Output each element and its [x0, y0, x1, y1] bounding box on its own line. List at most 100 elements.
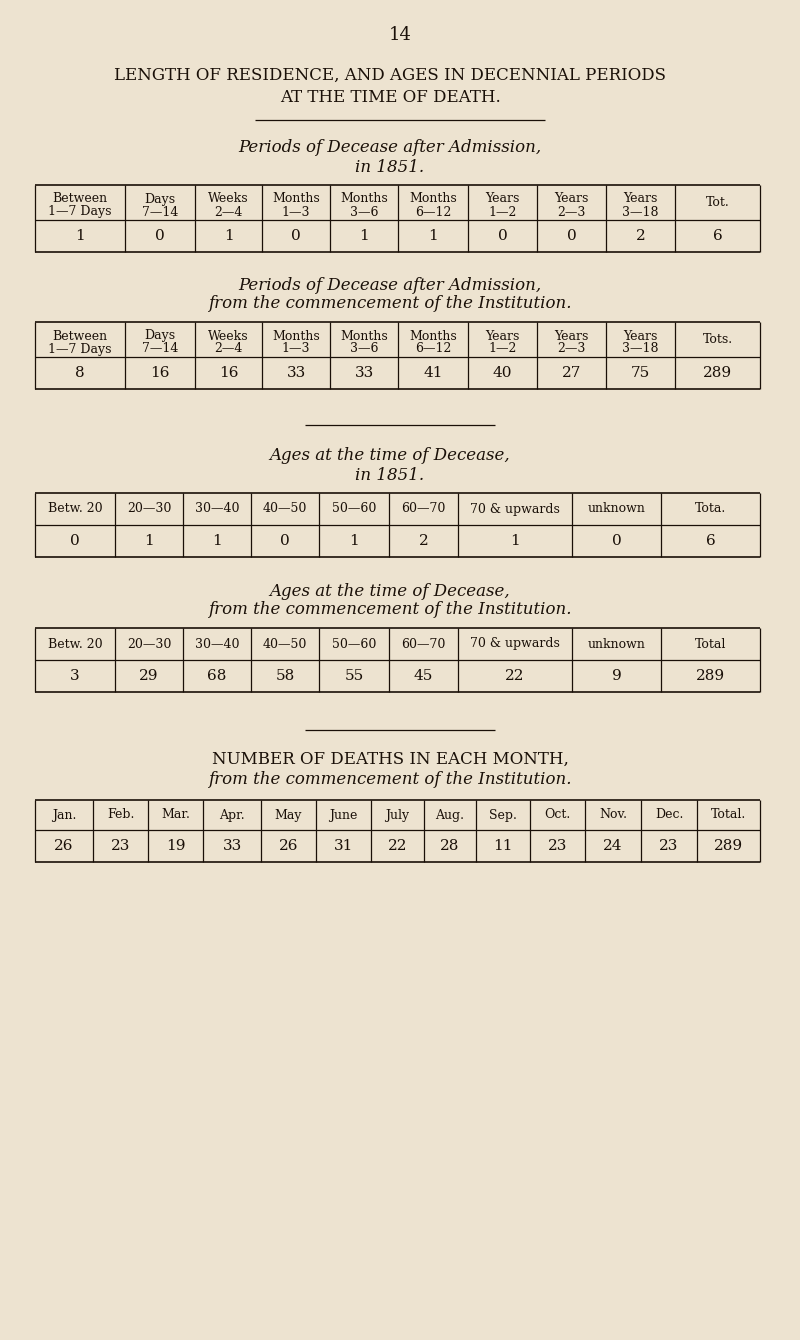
- Text: 60—70: 60—70: [402, 502, 446, 516]
- Text: 8: 8: [75, 366, 85, 381]
- Text: 7—14: 7—14: [142, 205, 178, 218]
- Text: 1: 1: [510, 535, 520, 548]
- Text: 75: 75: [631, 366, 650, 381]
- Text: 60—70: 60—70: [402, 638, 446, 650]
- Text: in 1851.: in 1851.: [355, 158, 425, 176]
- Text: 1—2: 1—2: [488, 205, 517, 218]
- Text: 1: 1: [212, 535, 222, 548]
- Text: May: May: [274, 808, 302, 821]
- Text: 20—30: 20—30: [127, 638, 171, 650]
- Text: Years: Years: [486, 193, 520, 205]
- Text: LENGTH OF RESIDENCE, AND AGES IN DECENNIAL PERIODS: LENGTH OF RESIDENCE, AND AGES IN DECENNI…: [114, 67, 666, 83]
- Text: 6—12: 6—12: [415, 343, 451, 355]
- Text: 289: 289: [703, 366, 732, 381]
- Text: 23: 23: [659, 839, 678, 854]
- Text: Days: Days: [145, 330, 175, 343]
- Text: Periods of Decease after Admission,: Periods of Decease after Admission,: [238, 276, 542, 293]
- Text: AT THE TIME OF DEATH.: AT THE TIME OF DEATH.: [280, 88, 500, 106]
- Text: 1: 1: [428, 229, 438, 243]
- Text: Months: Months: [340, 330, 388, 343]
- Text: 16: 16: [150, 366, 170, 381]
- Text: Tota.: Tota.: [695, 502, 726, 516]
- Text: Years: Years: [623, 193, 658, 205]
- Text: 22: 22: [506, 669, 525, 683]
- Text: Months: Months: [409, 193, 457, 205]
- Text: Aug.: Aug.: [435, 808, 465, 821]
- Text: 6—12: 6—12: [415, 205, 451, 218]
- Text: 7—14: 7—14: [142, 343, 178, 355]
- Text: 41: 41: [423, 366, 442, 381]
- Text: Tot.: Tot.: [706, 196, 730, 209]
- Text: Years: Years: [623, 330, 658, 343]
- Text: 9: 9: [612, 669, 622, 683]
- Text: 6: 6: [706, 535, 715, 548]
- Text: Oct.: Oct.: [544, 808, 570, 821]
- Text: 11: 11: [494, 839, 513, 854]
- Text: 40: 40: [493, 366, 512, 381]
- Text: 0: 0: [612, 535, 622, 548]
- Text: 289: 289: [696, 669, 725, 683]
- Text: Ages at the time of Decease,: Ages at the time of Decease,: [270, 448, 510, 465]
- Text: 58: 58: [275, 669, 294, 683]
- Text: 2—4: 2—4: [214, 343, 242, 355]
- Text: 30—40: 30—40: [194, 638, 239, 650]
- Text: Ages at the time of Decease,: Ages at the time of Decease,: [270, 583, 510, 599]
- Text: Periods of Decease after Admission,: Periods of Decease after Admission,: [238, 139, 542, 157]
- Text: 14: 14: [389, 25, 411, 44]
- Text: Between: Between: [53, 330, 107, 343]
- Text: 28: 28: [440, 839, 460, 854]
- Text: 2—3: 2—3: [558, 343, 586, 355]
- Text: 6: 6: [713, 229, 722, 243]
- Text: 20—30: 20—30: [127, 502, 171, 516]
- Text: from the commencement of the Institution.: from the commencement of the Institution…: [208, 602, 572, 619]
- Text: Sep.: Sep.: [489, 808, 517, 821]
- Text: 33: 33: [286, 366, 306, 381]
- Text: Betw. 20: Betw. 20: [48, 638, 102, 650]
- Text: 289: 289: [714, 839, 743, 854]
- Text: 70 & upwards: 70 & upwards: [470, 502, 560, 516]
- Text: unknown: unknown: [587, 502, 646, 516]
- Text: Tots.: Tots.: [702, 334, 733, 346]
- Text: 1—3: 1—3: [282, 205, 310, 218]
- Text: 23: 23: [111, 839, 130, 854]
- Text: July: July: [386, 808, 410, 821]
- Text: Months: Months: [272, 193, 320, 205]
- Text: 26: 26: [54, 839, 74, 854]
- Text: 0: 0: [155, 229, 165, 243]
- Text: 33: 33: [222, 839, 242, 854]
- Text: Years: Years: [486, 330, 520, 343]
- Text: 1—7 Days: 1—7 Days: [48, 205, 112, 218]
- Text: from the commencement of the Institution.: from the commencement of the Institution…: [208, 772, 572, 788]
- Text: Feb.: Feb.: [107, 808, 134, 821]
- Text: Dec.: Dec.: [655, 808, 683, 821]
- Text: 2—4: 2—4: [214, 205, 242, 218]
- Text: 19: 19: [166, 839, 186, 854]
- Text: 29: 29: [139, 669, 158, 683]
- Text: 68: 68: [207, 669, 226, 683]
- Text: 0: 0: [280, 535, 290, 548]
- Text: Apr.: Apr.: [219, 808, 245, 821]
- Text: 0: 0: [566, 229, 576, 243]
- Text: 26: 26: [278, 839, 298, 854]
- Text: Mar.: Mar.: [161, 808, 190, 821]
- Text: Months: Months: [340, 193, 388, 205]
- Text: 2: 2: [636, 229, 646, 243]
- Text: 27: 27: [562, 366, 581, 381]
- Text: 55: 55: [344, 669, 364, 683]
- Text: NUMBER OF DEATHS IN EACH MONTH,: NUMBER OF DEATHS IN EACH MONTH,: [211, 750, 569, 768]
- Text: Months: Months: [409, 330, 457, 343]
- Text: 1—7 Days: 1—7 Days: [48, 343, 112, 355]
- Text: Weeks: Weeks: [208, 193, 249, 205]
- Text: 3—18: 3—18: [622, 205, 658, 218]
- Text: 50—60: 50—60: [332, 502, 376, 516]
- Text: 0: 0: [291, 229, 301, 243]
- Text: 30—40: 30—40: [194, 502, 239, 516]
- Text: 1: 1: [224, 229, 234, 243]
- Text: Months: Months: [272, 330, 320, 343]
- Text: Total.: Total.: [711, 808, 746, 821]
- Text: Years: Years: [554, 330, 589, 343]
- Text: 33: 33: [354, 366, 374, 381]
- Text: Betw. 20: Betw. 20: [48, 502, 102, 516]
- Text: from the commencement of the Institution.: from the commencement of the Institution…: [208, 296, 572, 312]
- Text: 2: 2: [418, 535, 428, 548]
